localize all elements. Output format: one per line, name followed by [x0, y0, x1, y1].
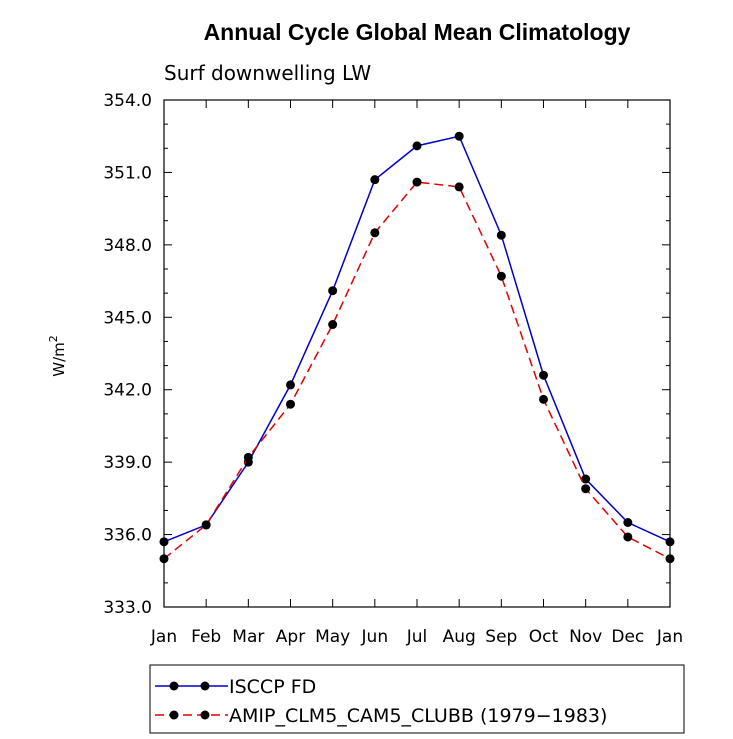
data-point	[539, 370, 548, 380]
data-point	[286, 380, 295, 390]
legend-label: AMIP_CLM5_CAM5_CLUBB (1979−1983)	[229, 705, 607, 727]
series-line	[163, 181, 671, 560]
data-point	[581, 484, 591, 494]
x-tick-label: Oct	[529, 627, 559, 647]
data-point	[159, 537, 169, 547]
x-axis: Jan Feb Mar Apr May Jun Jul Aug Sep Oct Nov Dec Jan	[150, 100, 683, 647]
series-line	[163, 135, 671, 543]
y-axis-label-unit: W/m	[50, 342, 68, 377]
data-point	[454, 182, 464, 192]
x-tick-label: Dec	[611, 627, 644, 647]
legend-marker	[200, 681, 210, 691]
legend-label: ISCCP FD	[229, 676, 316, 698]
y-tick-label: 342.0	[103, 381, 152, 401]
data-point	[328, 286, 338, 296]
y-axis-label: W/m2	[47, 335, 68, 377]
data-point	[454, 131, 464, 141]
plot-frame	[163, 99, 671, 608]
data-point	[159, 554, 169, 564]
data-point	[370, 175, 380, 185]
x-tick-label: May	[315, 627, 350, 647]
y-tick-label: 333.0	[103, 598, 152, 618]
x-tick-label: Jan	[150, 627, 177, 647]
data-point	[496, 230, 506, 240]
legend-box	[149, 664, 685, 734]
data-point	[370, 228, 380, 238]
x-tick-label: Feb	[191, 627, 221, 647]
legend: ISCCP FD AMIP_CLM5_CAM5_CLUBB (1979−1983)	[155, 676, 607, 727]
data-point	[581, 474, 591, 484]
data-point	[665, 537, 675, 547]
y-axis-label-superscript: 2	[47, 335, 60, 342]
x-tick-label: Jun	[361, 627, 389, 647]
x-tick-label: Mar	[232, 627, 264, 647]
x-tick-label: Sep	[485, 627, 517, 647]
legend-marker	[169, 710, 179, 720]
legend-marker	[169, 681, 179, 691]
data-point	[496, 271, 506, 281]
data-point	[201, 520, 211, 530]
y-tick-label: 354.0	[103, 91, 152, 111]
data-point	[286, 399, 295, 409]
x-tick-label: Jul	[406, 627, 428, 647]
y-tick-label: 345.0	[103, 308, 152, 328]
chart-subtitle: Surf downwelling LW	[164, 61, 371, 85]
series-1	[159, 131, 675, 547]
data-point	[623, 532, 633, 542]
chart-title: Annual Cycle Global Mean Climatology	[204, 19, 631, 45]
data-point	[243, 452, 253, 462]
x-tick-label: Nov	[569, 627, 602, 647]
data-point	[665, 554, 675, 564]
y-tick-label: 336.0	[103, 526, 152, 546]
series-layer	[159, 131, 675, 564]
x-tick-label: Apr	[276, 627, 305, 647]
y-axis: 333.0 336.0 339.0 342.0 345.0 348.0 351.0 354.0	[103, 91, 670, 618]
legend-marker	[200, 710, 210, 720]
series-2	[159, 177, 675, 564]
x-tick-label: Aug	[443, 627, 476, 647]
data-point	[412, 141, 422, 151]
y-tick-label: 348.0	[103, 236, 152, 256]
y-tick-label: 351.0	[103, 163, 152, 183]
data-point	[539, 394, 548, 404]
data-point	[328, 320, 338, 330]
data-point	[412, 177, 422, 187]
y-tick-label: 339.0	[103, 453, 152, 473]
data-point	[623, 518, 633, 527]
x-tick-label: Jan	[656, 627, 683, 647]
